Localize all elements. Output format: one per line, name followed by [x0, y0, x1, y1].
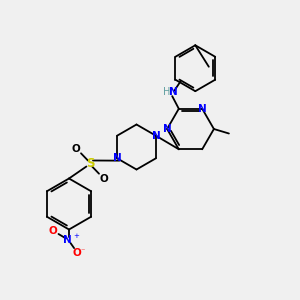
Text: +: +	[74, 232, 80, 238]
Text: N: N	[152, 131, 160, 141]
Text: N: N	[163, 124, 172, 134]
Text: O: O	[72, 248, 81, 258]
Text: N: N	[112, 153, 122, 163]
Text: N: N	[198, 104, 207, 114]
Text: O: O	[99, 173, 108, 184]
Text: O: O	[48, 226, 57, 236]
Text: H: H	[163, 87, 170, 97]
Text: S: S	[86, 157, 94, 170]
Text: N: N	[63, 235, 72, 245]
Text: N: N	[169, 87, 178, 97]
Text: O: O	[72, 143, 81, 154]
Text: ⁻: ⁻	[80, 247, 85, 256]
